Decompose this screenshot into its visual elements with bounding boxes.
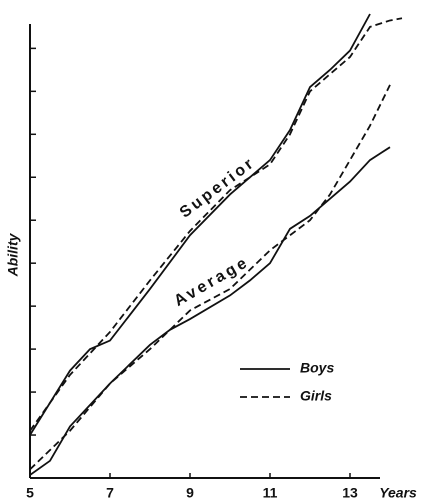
legend-label: Boys [300,360,334,376]
x-tick-label: 5 [26,485,34,501]
x-tick-label: 13 [342,485,358,501]
x-axis-label: Years [379,485,417,501]
x-tick-label: 9 [186,485,194,501]
line [29,17,403,432]
line [29,146,391,476]
legend-label: Girls [300,388,332,404]
x-tick-label: 11 [263,485,278,501]
annotation: Superior [177,154,259,222]
x-tick-label: 7 [106,485,114,501]
y-axis-label: Ability [5,232,21,277]
line [29,84,391,471]
line [29,13,371,436]
annotation: Average [171,254,252,311]
